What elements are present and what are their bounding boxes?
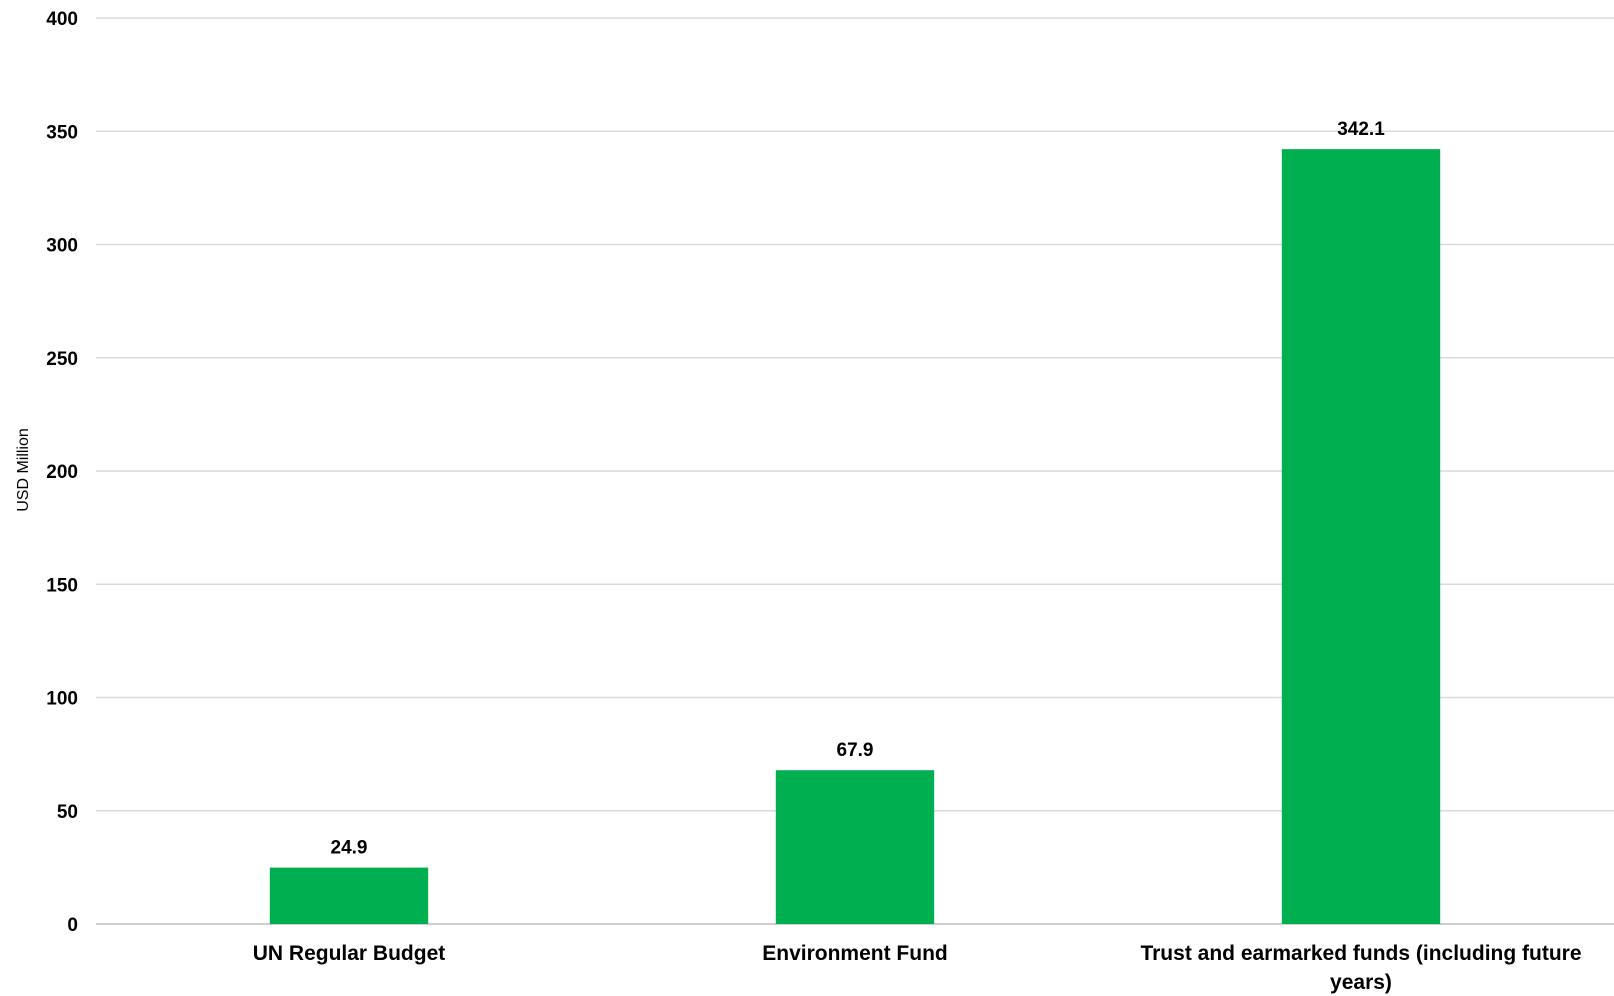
y-tick-label: 100 [46,689,78,710]
x-tick-label: Trust and earmarked funds (including fut… [1140,942,1581,965]
y-axis-title: USD Million [15,428,32,512]
y-tick-label: 0 [67,915,78,936]
bar-3 [1281,149,1441,924]
data-label-3: 342.1 [1337,119,1385,140]
y-axis-ticks: 0 50 100 150 200 250 300 350 400 [46,9,78,936]
y-tick-label: 400 [46,9,78,30]
data-label-1: 24.9 [331,838,368,859]
y-tick-label: 50 [57,802,78,823]
bars [269,149,1441,924]
y-tick-label: 250 [46,349,78,370]
gridlines [96,17,1614,925]
x-tick-label: UN Regular Budget [253,942,446,965]
y-tick-label: 150 [46,575,78,596]
y-tick-label: 300 [46,236,78,257]
bar-2 [775,770,935,924]
bar-1 [269,867,429,924]
y-tick-label: 200 [46,462,78,483]
data-labels: 24.9 67.9 342.1 [331,119,1386,858]
x-tick-label: years) [1330,971,1392,994]
y-tick-label: 350 [46,122,78,143]
x-axis-categories: UN Regular Budget Environment Fund Trust a… [253,942,1582,994]
data-label-2: 67.9 [837,740,874,761]
x-tick-label: Environment Fund [762,942,948,965]
